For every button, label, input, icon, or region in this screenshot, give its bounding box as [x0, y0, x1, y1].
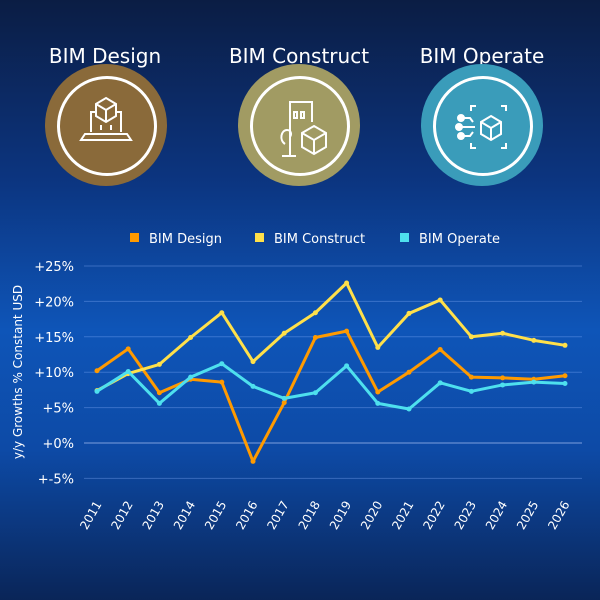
data-point: [219, 361, 225, 367]
x-tick-label: 2023: [452, 499, 479, 532]
x-tick-label: 2026: [545, 499, 572, 532]
data-point: [531, 379, 537, 385]
data-point: [156, 390, 162, 396]
data-point: [125, 368, 131, 374]
series-line: [96, 329, 566, 463]
data-point: [344, 280, 350, 286]
data-point: [281, 400, 287, 406]
x-tick-label: 2024: [483, 499, 510, 532]
data-point: [437, 347, 443, 353]
y-tick-label: +10%: [34, 366, 74, 381]
data-point: [500, 375, 506, 381]
x-tick-label: 2025: [514, 499, 541, 532]
data-point: [375, 389, 381, 395]
data-point: [312, 390, 318, 396]
construct-badge: [238, 64, 360, 186]
legend-swatch: [400, 233, 409, 242]
legend-label: BIM Design: [149, 232, 222, 247]
x-tick-label: 2011: [77, 499, 104, 532]
x-tick-label: 2020: [358, 499, 385, 532]
y-tick-label: +25%: [34, 260, 74, 275]
data-point: [219, 379, 225, 385]
data-point: [437, 380, 443, 386]
data-point: [562, 342, 568, 348]
data-point: [562, 373, 568, 379]
data-point: [250, 458, 256, 464]
laptop-cube-icon: [79, 96, 133, 141]
y-tick-label: +15%: [34, 331, 74, 346]
data-point: [281, 395, 287, 401]
x-tick-label: 2013: [140, 499, 167, 532]
data-point: [94, 368, 100, 374]
x-tick-label: 2021: [389, 499, 416, 532]
y-tick-label: +0%: [42, 437, 74, 452]
data-point: [312, 335, 318, 341]
x-tick-label: 2018: [296, 499, 323, 532]
data-point: [188, 335, 194, 341]
network-cube-icon: [455, 105, 507, 149]
x-tick-label: 2022: [420, 499, 447, 532]
data-point: [250, 383, 256, 389]
data-point: [375, 344, 381, 350]
data-point: [250, 359, 256, 365]
data-point: [125, 346, 131, 352]
x-tick-label: 2016: [233, 499, 260, 532]
data-point: [344, 328, 350, 334]
design-badge: [45, 64, 167, 186]
data-point: [219, 310, 225, 316]
y-tick-label: +20%: [34, 295, 74, 310]
data-point: [468, 334, 474, 340]
data-point: [375, 400, 381, 406]
data-point: [437, 297, 443, 303]
data-point: [94, 388, 100, 394]
data-point: [406, 406, 412, 412]
y-tick-label: +5%: [42, 402, 74, 417]
x-tick-label: 2017: [264, 499, 291, 532]
y-tick-label: +-5%: [38, 472, 74, 487]
building-cube-icon: [280, 101, 327, 157]
data-point: [344, 363, 350, 369]
y-axis-label: y/y Growths % Constant USD: [11, 285, 25, 459]
legend-label: BIM Operate: [419, 232, 500, 247]
data-point: [562, 381, 568, 387]
data-point: [500, 382, 506, 388]
data-point: [406, 369, 412, 375]
data-point: [468, 374, 474, 380]
legend-swatch: [130, 233, 139, 242]
data-point: [500, 330, 506, 336]
series-line: [96, 281, 566, 392]
legend-label: BIM Construct: [274, 232, 365, 247]
data-point: [312, 310, 318, 316]
data-point: [188, 374, 194, 380]
data-point: [156, 361, 162, 367]
operate-badge: [421, 64, 543, 186]
x-tick-label: 2014: [171, 499, 198, 532]
legend-swatch: [255, 233, 264, 242]
x-tick-label: 2015: [202, 499, 229, 532]
data-point: [281, 330, 287, 336]
data-point: [156, 400, 162, 406]
legend: BIM Design BIM Construct BIM Operate: [130, 232, 500, 247]
x-tick-label: 2019: [327, 499, 354, 532]
data-point: [468, 388, 474, 394]
series-line: [96, 362, 566, 411]
x-tick-label: 2012: [108, 499, 135, 532]
data-point: [531, 337, 537, 343]
data-point: [406, 310, 412, 316]
